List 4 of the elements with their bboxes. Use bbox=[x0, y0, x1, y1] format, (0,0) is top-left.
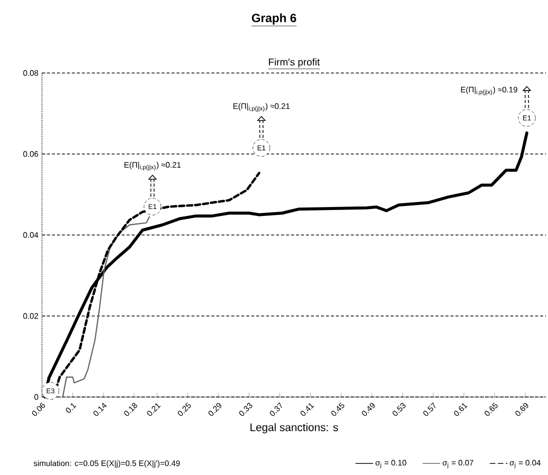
chart-title: Graph 6 bbox=[252, 13, 296, 25]
line-series bbox=[62, 216, 150, 398]
x-axis-title: Legal sanctions: s bbox=[250, 423, 338, 434]
chart-subtitle: Firm's profit bbox=[268, 58, 320, 68]
